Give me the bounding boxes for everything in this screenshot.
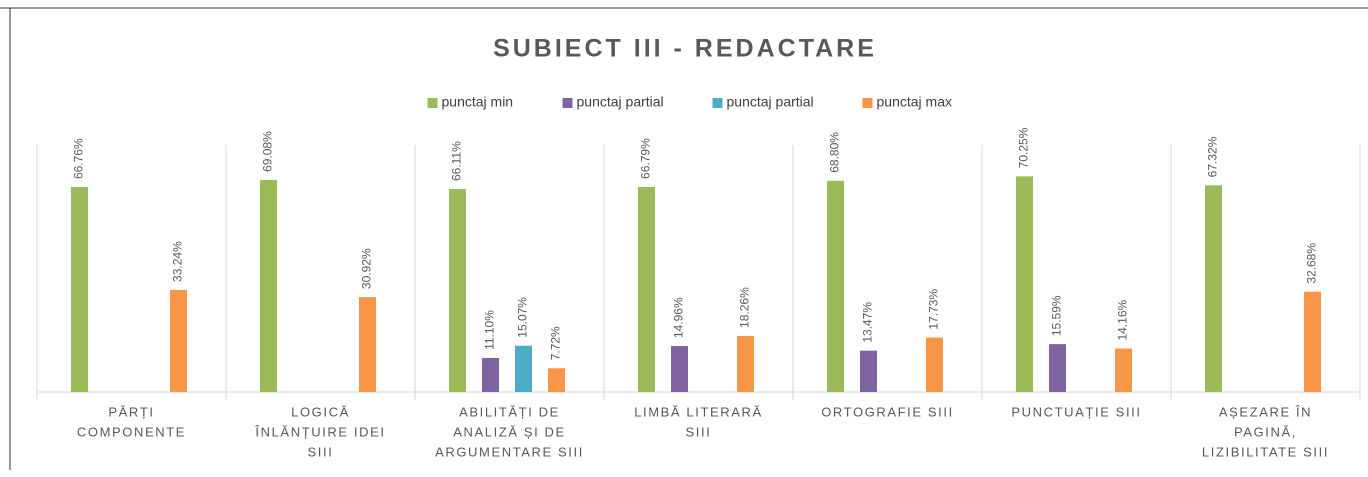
value-label: 15.59%: [1050, 295, 1064, 336]
bar: [926, 337, 943, 392]
chart-title: SUBIECT III - REDACTARE: [493, 35, 877, 63]
value-label: 15.07%: [516, 297, 530, 338]
x-tick-label: PĂRȚI: [108, 404, 154, 419]
value-label: 13.47%: [861, 302, 875, 343]
value-label: 32.68%: [1305, 243, 1319, 284]
value-label: 18.26%: [738, 287, 752, 328]
x-tick-label: LIZIBILITATE SIII: [1202, 444, 1329, 459]
legend-label: punctaj partial: [577, 94, 664, 110]
bar: [1016, 176, 1033, 392]
bar: [737, 335, 754, 392]
bar: [1049, 344, 1066, 392]
x-tick-label: ARGUMENTARE SIII: [435, 444, 584, 459]
bar: [515, 345, 532, 392]
x-tick-label: COMPONENTE: [77, 424, 186, 439]
x-tick-label: ORTOGRAFIE SIII: [821, 404, 954, 419]
x-tick-label: LIMBĂ LITERARĂ: [634, 404, 763, 419]
legend-swatch: [712, 98, 723, 108]
x-tick-label: AȘEZARE ÎN: [1219, 404, 1312, 419]
bar: [548, 368, 565, 392]
bar: [827, 180, 844, 392]
value-label: 69.08%: [261, 131, 275, 172]
value-label: 30.92%: [360, 248, 374, 289]
legend-label: punctaj max: [877, 94, 952, 110]
bar: [1304, 291, 1321, 392]
value-label: 68.80%: [828, 132, 842, 173]
legend-swatch: [427, 98, 438, 108]
value-label: 66.79%: [639, 138, 653, 179]
legend-label: punctaj min: [442, 94, 514, 110]
value-label: 33.24%: [171, 241, 185, 282]
bar: [449, 189, 466, 392]
bar: [1205, 185, 1222, 392]
bar: [671, 346, 688, 392]
x-tick-label: PAGINĂ,: [1234, 424, 1297, 439]
x-tick-label: ANALIZĂ ȘI DE: [453, 424, 566, 439]
legend-swatch: [562, 98, 573, 108]
legend-label: punctaj partial: [727, 94, 814, 110]
value-label: 11.10%: [483, 310, 497, 350]
bar: [638, 186, 655, 392]
bar: [71, 187, 88, 392]
bar: [359, 297, 376, 392]
legend-swatch: [862, 98, 873, 108]
bar: [260, 179, 277, 392]
x-tick-label: ABILITĂȚI DE: [459, 404, 560, 419]
bar: [482, 357, 499, 392]
bar: [170, 289, 187, 392]
value-label: 17.73%: [927, 289, 941, 330]
x-tick-label: SIII: [686, 424, 712, 439]
value-label: 14.96%: [672, 297, 686, 338]
value-label: 7.72%: [549, 326, 563, 360]
value-label: 14.16%: [1116, 299, 1130, 340]
value-label: 67.32%: [1206, 136, 1220, 177]
value-label: 66.76%: [72, 138, 86, 179]
value-label: 70.25%: [1017, 127, 1031, 168]
bar: [860, 350, 877, 392]
x-tick-label: ÎNLĂNȚUIRE IDEI: [254, 424, 385, 439]
x-tick-label: PUNCTUAȚIE SIII: [1011, 404, 1141, 419]
x-tick-label: SIII: [308, 444, 334, 459]
x-tick-label: LOGICĂ: [291, 404, 350, 419]
value-label: 66.11%: [450, 141, 464, 181]
bar: [1115, 348, 1132, 392]
